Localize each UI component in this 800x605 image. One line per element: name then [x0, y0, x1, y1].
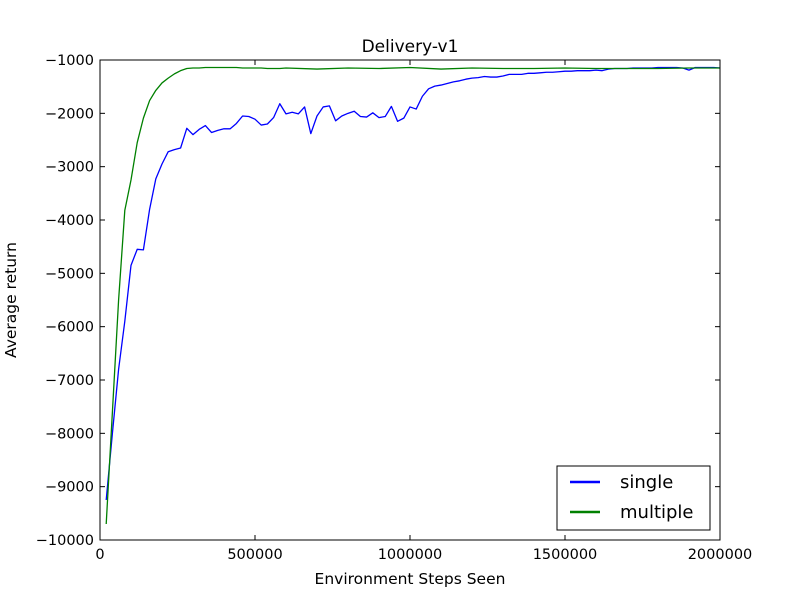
y-tick-label: −8000	[45, 426, 94, 442]
y-tick-label: −1000	[45, 53, 94, 69]
series-group	[105, 66, 721, 525]
tick-group: 0 500000 1000000 1500000 2000000 −1000 −2000 −3…	[36, 53, 753, 563]
y-tick-label: −9000	[45, 480, 94, 496]
y-tick-label: −10000	[36, 533, 94, 549]
y-tick-label: −6000	[45, 320, 94, 336]
y-tick-label: −2000	[45, 106, 94, 122]
x-tick-label: 0	[95, 547, 104, 563]
legend-box	[556, 465, 711, 531]
x-tick-label: 500000	[227, 547, 282, 563]
y-axis-label: Average return	[2, 242, 20, 358]
y-tick-label: −5000	[45, 266, 94, 282]
y-tick-label: −4000	[45, 213, 94, 229]
x-axis-label: Environment Steps Seen	[315, 570, 506, 588]
legend-label-single: single	[620, 472, 673, 493]
legend-label-multiple: multiple	[620, 502, 694, 523]
series-line-multiple	[105, 66, 720, 525]
y-tick-label: −3000	[45, 160, 94, 176]
plot-area-background	[100, 60, 720, 540]
x-tick-label: 1500000	[533, 547, 598, 563]
legend: single multiple	[556, 465, 711, 531]
x-tick-label: 1000000	[378, 547, 443, 563]
chart-title: Delivery-v1	[362, 37, 459, 57]
y-tick-label: −7000	[45, 373, 94, 389]
x-tick-label: 2000000	[688, 547, 753, 563]
